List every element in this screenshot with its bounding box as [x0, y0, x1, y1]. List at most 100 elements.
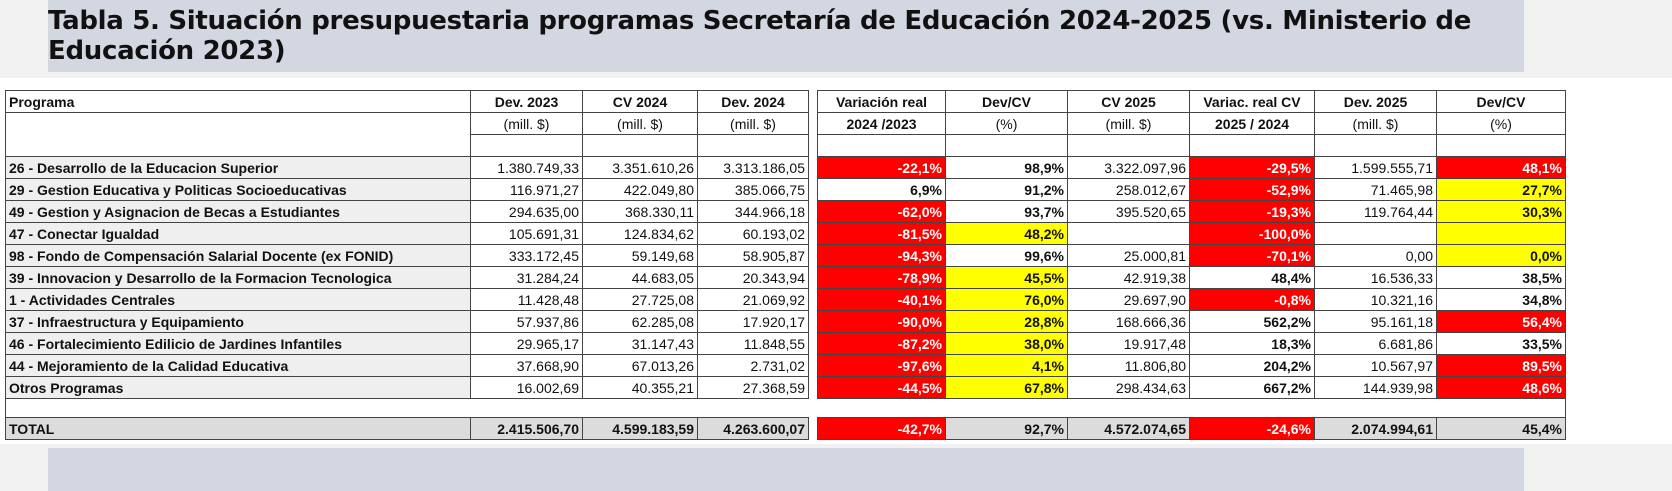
value-cell: 17.920,17: [697, 310, 809, 333]
value-cell: 48,1%: [1436, 156, 1566, 179]
value-cell: 28,8%: [945, 310, 1068, 333]
value-cell: 21.069,92: [697, 288, 809, 311]
value-cell: 0,00: [1314, 244, 1437, 267]
value-cell: -100,0%: [1189, 222, 1315, 245]
value-cell: 4.572.074,65: [1067, 417, 1190, 440]
column-header-units: (%): [1436, 112, 1566, 135]
value-cell: 44.683,05: [582, 266, 698, 289]
value-cell: 2.074.994,61: [1314, 417, 1437, 440]
column-header: Dev/CV: [945, 90, 1068, 113]
value-cell: 422.049,80: [582, 178, 698, 201]
empty-cell: [945, 398, 1068, 418]
value-cell: 98,9%: [945, 156, 1068, 179]
budget-table: Programa Dev. 2023 CV 2024 Dev. 2024 Variaci…: [5, 90, 1566, 440]
value-cell: 0,0%: [1436, 244, 1566, 267]
value-cell: 27.725,08: [582, 288, 698, 311]
column-gap: [808, 90, 818, 113]
value-cell: 91,2%: [945, 178, 1068, 201]
value-cell: 294.635,00: [470, 200, 583, 223]
program-name: Otros Programas: [5, 376, 471, 399]
value-cell: -22,1%: [817, 156, 946, 179]
table-row: 29 - Gestion Educativa y Politicas Socio…: [5, 178, 1566, 201]
column-header-units: (mill. $): [582, 112, 698, 135]
column-gap: [808, 266, 818, 289]
empty-cell: [582, 134, 698, 157]
value-cell: 16.002,69: [470, 376, 583, 399]
value-cell: 57.937,86: [470, 310, 583, 333]
empty-cell: [1189, 134, 1315, 157]
column-gap: [808, 332, 818, 355]
value-cell: -78,9%: [817, 266, 946, 289]
value-cell: 3.322.097,96: [1067, 156, 1190, 179]
empty-cell: [5, 398, 471, 418]
value-cell: 119.764,44: [1314, 200, 1437, 223]
value-cell: 1.380.749,33: [470, 156, 583, 179]
value-cell: 144.939,98: [1314, 376, 1437, 399]
value-cell: 16.536,33: [1314, 266, 1437, 289]
column-header: Dev. 2024: [697, 90, 809, 113]
value-cell: 11.848,55: [697, 332, 809, 355]
value-cell: 258.012,67: [1067, 178, 1190, 201]
empty-cell: [1314, 134, 1437, 157]
value-cell: 48,4%: [1189, 266, 1315, 289]
column-header: Dev. 2025: [1314, 90, 1437, 113]
table-row: 44 - Mejoramiento de la Calidad Educativ…: [5, 354, 1566, 377]
table-row: Otros Programas 16.002,69 40.355,21 27.368,…: [5, 376, 1566, 399]
value-cell: 298.434,63: [1067, 376, 1190, 399]
header-spacer-row: [5, 134, 1566, 157]
bottom-band: [48, 448, 1524, 491]
value-cell: 45,5%: [945, 266, 1068, 289]
value-cell: 76,0%: [945, 288, 1068, 311]
column-header-units: (mill. $): [470, 112, 583, 135]
column-header: CV 2024: [582, 90, 698, 113]
value-cell: 93,7%: [945, 200, 1068, 223]
value-cell: 124.834,62: [582, 222, 698, 245]
value-cell: 37.668,90: [470, 354, 583, 377]
value-cell: 29.965,17: [470, 332, 583, 355]
value-cell: 27,7%: [1436, 178, 1566, 201]
program-name: 26 - Desarrollo de la Educacion Superior: [5, 156, 471, 179]
column-header: Programa: [5, 90, 471, 113]
value-cell: 89,5%: [1436, 354, 1566, 377]
empty-cell: [817, 398, 946, 418]
table-row: 1 - Actividades Centrales 11.428,48 27.725…: [5, 288, 1566, 311]
column-header-units: 2025 / 2024: [1189, 112, 1315, 135]
value-cell: 11.806,80: [1067, 354, 1190, 377]
value-cell: 6.681,86: [1314, 332, 1437, 355]
value-cell: 56,4%: [1436, 310, 1566, 333]
table-row: 39 - Innovacion y Desarrollo de la Forma…: [5, 266, 1566, 289]
column-gap: [808, 417, 818, 440]
value-cell: -0,8%: [1189, 288, 1315, 311]
empty-cell: [808, 398, 818, 418]
empty-cell: [470, 398, 583, 418]
value-cell: -97,6%: [817, 354, 946, 377]
column-header-units: (%): [945, 112, 1068, 135]
table-row: 49 - Gestion y Asignacion de Becas a Est…: [5, 200, 1566, 223]
value-cell: 4,1%: [945, 354, 1068, 377]
value-cell: 25.000,81: [1067, 244, 1190, 267]
program-name: 1 - Actividades Centrales: [5, 288, 471, 311]
empty-cell: [697, 134, 809, 157]
program-name: 98 - Fondo de Compensación Salarial Doce…: [5, 244, 471, 267]
total-row: TOTAL 2.415.506,70 4.599.183,59 4.263.600,0…: [5, 417, 1566, 440]
value-cell: 1.599.555,71: [1314, 156, 1437, 179]
value-cell: 62.285,08: [582, 310, 698, 333]
column-header-units: (mill. $): [1314, 112, 1437, 135]
value-cell: 59.149,68: [582, 244, 698, 267]
column-gap: [808, 222, 818, 245]
column-header: Variac. real CV: [1189, 90, 1315, 113]
column-gap: [808, 376, 818, 399]
value-cell: 38,5%: [1436, 266, 1566, 289]
value-cell: 562,2%: [1189, 310, 1315, 333]
value-cell: 395.520,65: [1067, 200, 1190, 223]
column-header: Variación real: [817, 90, 946, 113]
value-cell: -90,0%: [817, 310, 946, 333]
column-gap: [808, 244, 818, 267]
value-cell: -70,1%: [1189, 244, 1315, 267]
program-name: 37 - Infraestructura y Equipamiento: [5, 310, 471, 333]
header-row: Programa Dev. 2023 CV 2024 Dev. 2024 Variaci…: [5, 90, 1566, 113]
value-cell: 48,6%: [1436, 376, 1566, 399]
value-cell: -44,5%: [817, 376, 946, 399]
value-cell: 42.919,38: [1067, 266, 1190, 289]
value-cell: -87,2%: [817, 332, 946, 355]
